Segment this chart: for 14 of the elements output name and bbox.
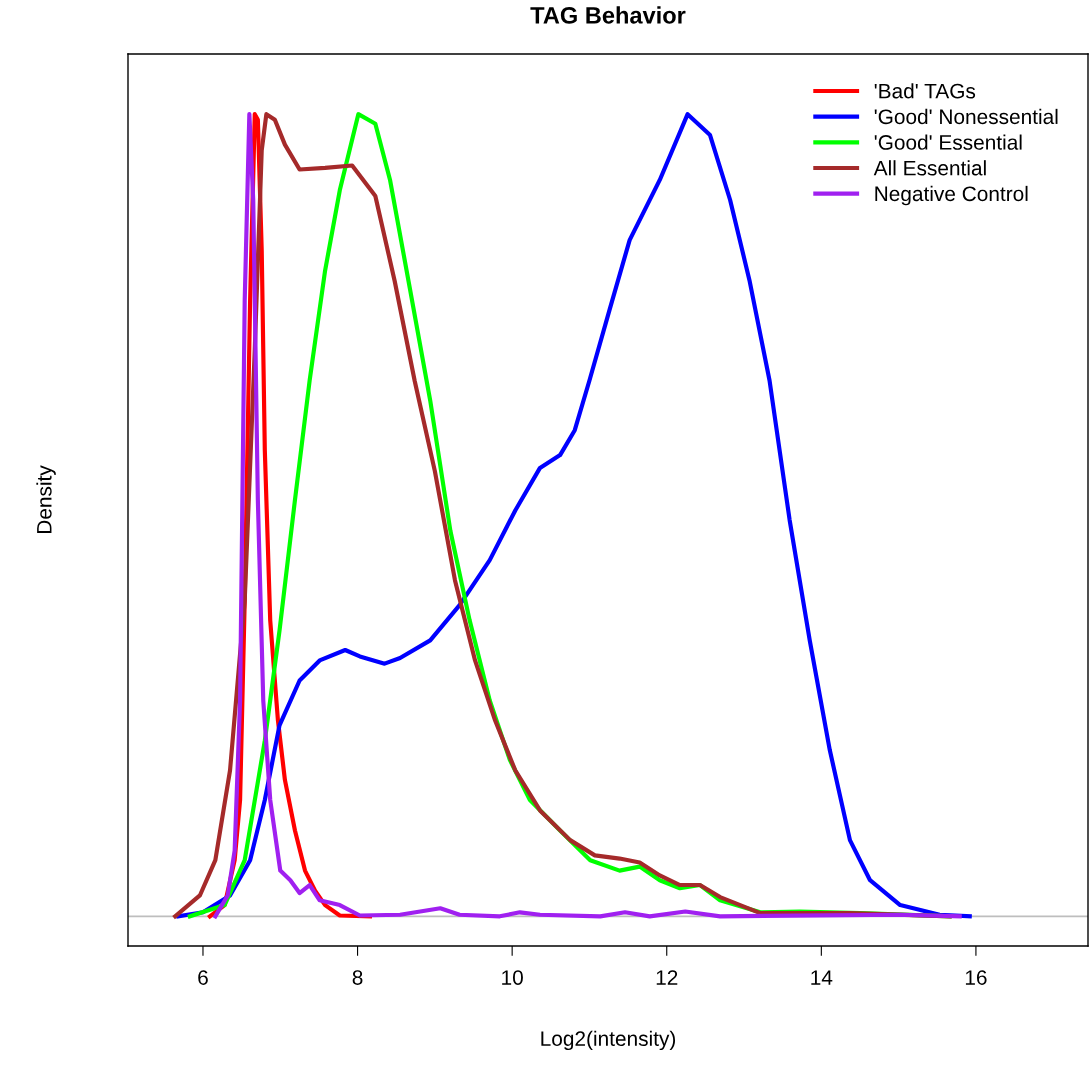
legend-label: All Essential: [873, 160, 986, 176]
x-axis-title: Log2(intensity): [541, 1030, 676, 1051]
legend-label: 'Bad' TAGs: [874, 83, 976, 99]
legend-label: Negative Control: [875, 185, 1028, 206]
x-tick-label: 8: [352, 970, 363, 985]
x-tick-label: 10: [502, 970, 523, 985]
y-axis-title: Density: [36, 465, 56, 534]
legend-label: 'Good' Nonessential: [874, 108, 1058, 125]
x-tick-label: 12: [656, 970, 678, 985]
x-tick-label: 14: [811, 970, 833, 985]
legend-label: 'Good' Essential: [874, 134, 1022, 150]
x-tick-label: 16: [965, 970, 987, 985]
chart-title: TAG Behavior: [530, 6, 686, 24]
x-tick-label: 6: [198, 970, 208, 985]
